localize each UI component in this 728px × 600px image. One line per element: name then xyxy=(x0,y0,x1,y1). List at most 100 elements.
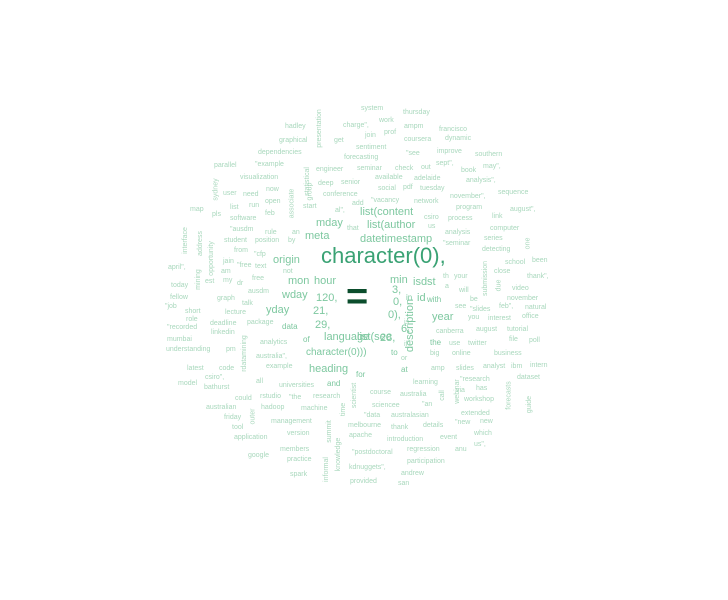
word-visualization: visualization xyxy=(240,174,279,181)
word-recorded-quote: "recorded xyxy=(167,324,198,331)
word-equals: = xyxy=(346,276,369,318)
word-role: role xyxy=(186,316,198,323)
word-postdoctoral-quote: "postdoctoral xyxy=(352,449,393,456)
word-est: est xyxy=(205,278,215,285)
word-network: network xyxy=(414,198,439,205)
word-understanding: understanding xyxy=(166,346,211,353)
word-online: online xyxy=(452,350,471,357)
word-sciencee: sciencee xyxy=(372,402,400,409)
word-november-quote: november", xyxy=(450,193,486,200)
word-australia: australia xyxy=(400,391,427,398)
word-a: a xyxy=(445,283,449,290)
word-outer: outer xyxy=(249,408,257,425)
word-now: now xyxy=(266,186,279,193)
word-thank-quote: thank", xyxy=(527,273,549,280)
word-tutorial: tutorial xyxy=(507,326,529,333)
word-mumbai: mumbai xyxy=(167,336,192,343)
word-list-author: list(author xyxy=(367,219,416,231)
word-open: open xyxy=(265,198,281,205)
word-tuesday: tuesday xyxy=(420,185,445,192)
word-cfp: "cfp xyxy=(254,251,266,258)
word-members: members xyxy=(280,446,310,453)
word-lecture: lecture xyxy=(225,309,247,316)
word-book: book xyxy=(461,167,477,174)
word-seminar-quote: "seminar xyxy=(443,240,471,247)
word-isdst: isdst xyxy=(413,276,436,288)
word-conference: conference xyxy=(323,191,358,198)
word-free: free xyxy=(252,275,265,282)
word-deep: deep xyxy=(318,180,334,187)
word-details: details xyxy=(423,422,444,429)
word-seminar: seminar xyxy=(357,165,382,172)
word-or: or xyxy=(401,355,408,362)
word-melbourne: melbourne xyxy=(348,422,382,429)
word-rstudio: rstudio xyxy=(260,393,282,400)
word-canberra: canberra xyxy=(436,328,464,335)
word-event: event xyxy=(440,434,458,441)
word-feb-quote: feb", xyxy=(499,303,514,310)
word-21: 21, xyxy=(313,305,329,317)
word-dependencies: dependencies xyxy=(258,149,302,156)
word-summit: summit xyxy=(325,420,333,443)
word-forecasts: forecasts xyxy=(505,381,513,410)
word-talk: talk xyxy=(242,300,253,307)
word-application: application xyxy=(234,434,268,441)
word-th: th xyxy=(443,273,449,280)
word-coursera: coursera xyxy=(404,136,432,143)
word-deadline: deadline xyxy=(210,320,237,327)
word-forecasting: forecasting xyxy=(344,154,379,161)
word-join: join xyxy=(365,132,376,139)
word-apache: apache xyxy=(349,432,372,439)
word-pdf: pdf xyxy=(403,184,413,191)
word-big: big xyxy=(430,350,440,357)
word-package: package xyxy=(247,319,274,326)
word-6: 6, xyxy=(401,323,411,335)
word-the: the xyxy=(430,338,442,347)
word-call: call xyxy=(438,390,446,401)
word-code: code xyxy=(219,365,235,372)
word-get: get xyxy=(334,137,344,144)
word-work: work xyxy=(379,117,394,124)
word-pls: pls xyxy=(212,211,221,218)
word-linkedin: linkedin xyxy=(211,329,235,336)
word-interest: interest xyxy=(488,315,511,322)
word-min: min xyxy=(390,274,408,286)
word-poll: poll xyxy=(529,337,540,344)
word-heading: heading xyxy=(309,363,349,375)
word-process: process xyxy=(448,215,473,222)
word-interface: interface xyxy=(181,227,189,254)
word-see: see xyxy=(455,303,467,310)
word-amp: amp xyxy=(431,365,445,372)
word-parallel: parallel xyxy=(214,162,237,169)
word-via: via xyxy=(456,387,465,394)
word-introduction: introduction xyxy=(387,436,424,443)
word-natural: natural xyxy=(525,304,547,311)
word-knowledge: knowledge xyxy=(335,437,343,472)
word-available: available xyxy=(375,174,403,181)
word-analysis-quote: analysis", xyxy=(466,177,496,184)
word-spark: spark xyxy=(290,471,308,478)
word-add: add xyxy=(352,200,364,207)
word-associate: associate xyxy=(288,188,296,219)
word-map: map xyxy=(190,206,204,213)
word-data: data xyxy=(282,322,298,331)
word-see-quote: "see xyxy=(406,150,420,157)
word-system: system xyxy=(361,105,384,112)
word-software: software xyxy=(230,215,257,222)
word-not: not xyxy=(283,268,293,275)
word-august-quote: august", xyxy=(510,206,536,213)
word-andrew: andrew xyxy=(401,470,424,477)
word-could: could xyxy=(235,395,252,402)
word-with: with xyxy=(427,295,442,304)
word-submission: submission xyxy=(482,260,490,297)
word-feb: feb xyxy=(265,210,275,217)
word-practice: practice xyxy=(287,456,312,463)
word-character-0-paren: character(0))) xyxy=(306,347,367,358)
word-southern: southern xyxy=(475,151,503,158)
word-jain: jain xyxy=(223,258,234,265)
word-hadley: hadley xyxy=(285,123,306,130)
word-new-quote: "new xyxy=(455,419,471,426)
word-australasian: australasian xyxy=(391,412,429,419)
word-twitter: twitter xyxy=(468,340,487,347)
word-sept: sept", xyxy=(436,160,454,167)
